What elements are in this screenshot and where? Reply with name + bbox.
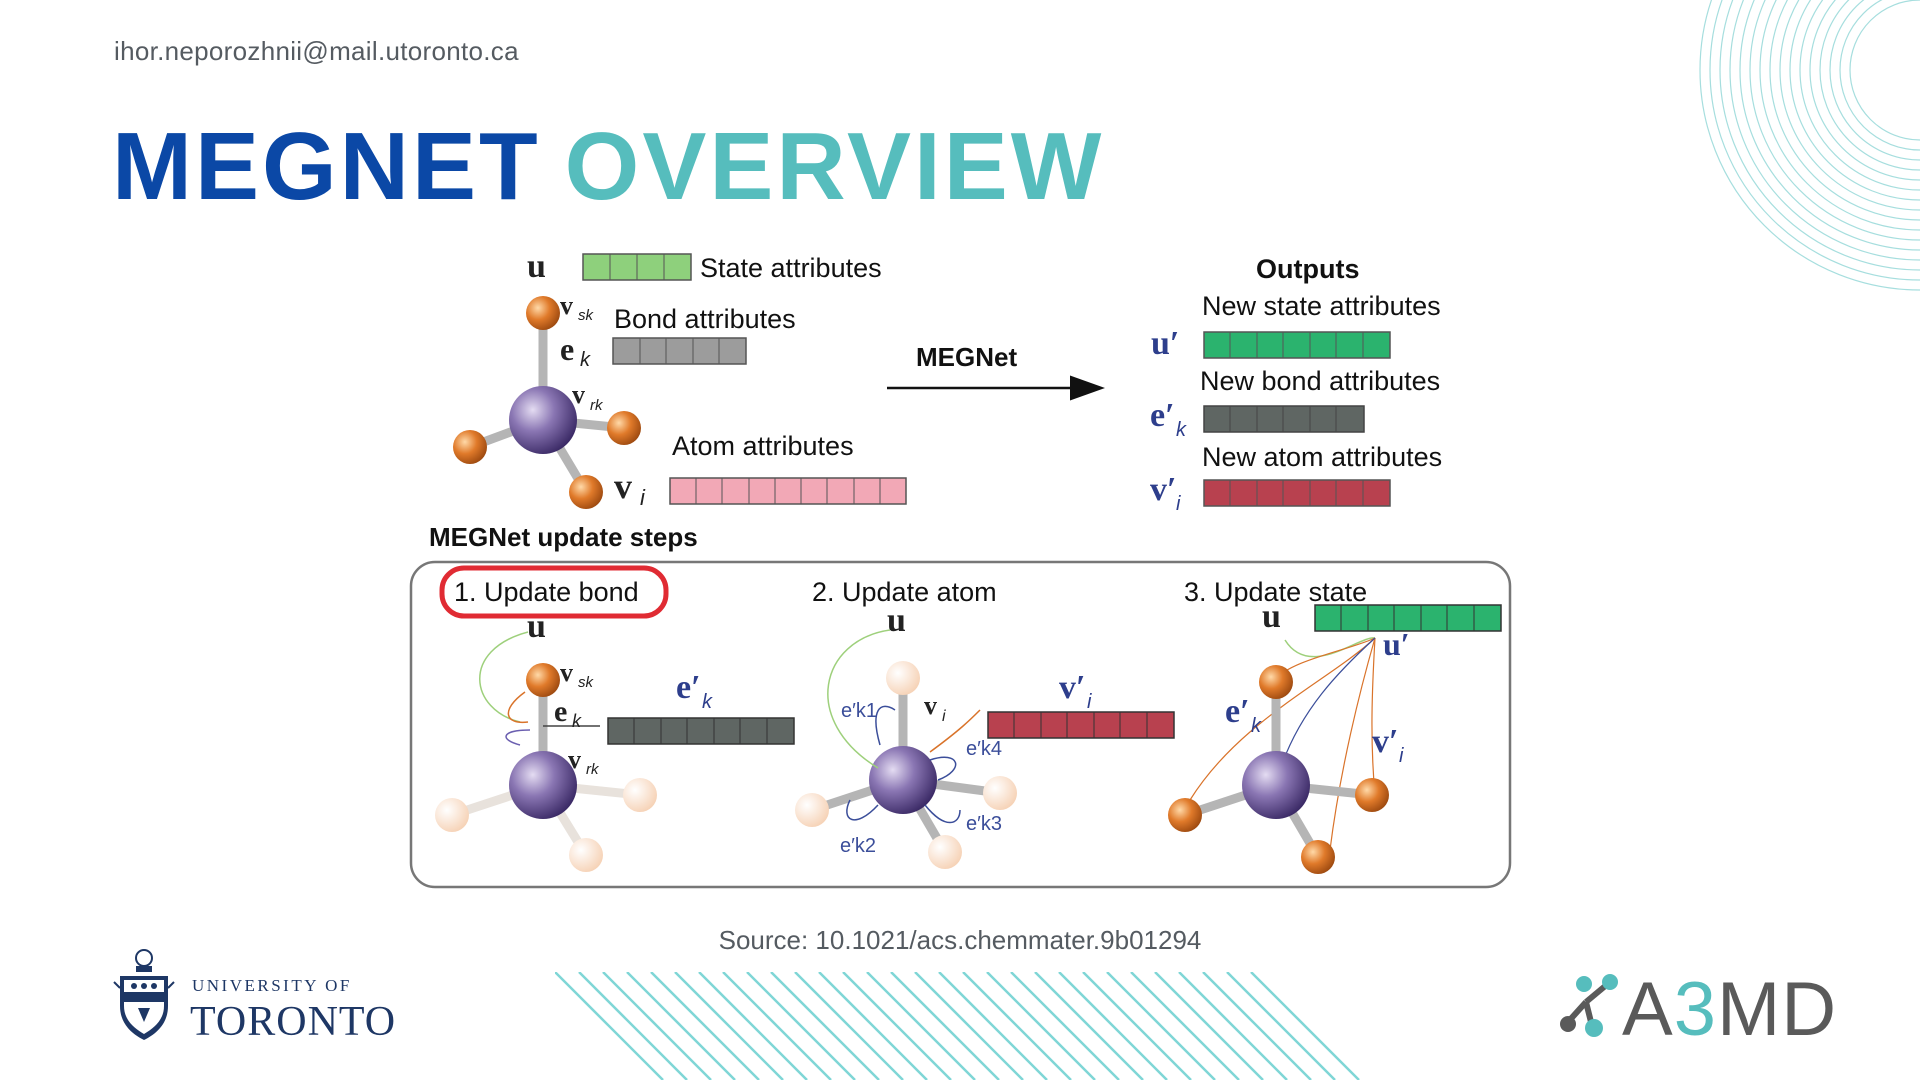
svg-text:i: i [942, 708, 946, 725]
svg-text:e′k3: e′k3 [966, 813, 1002, 835]
symbol-v-i-prime: v′ [1150, 471, 1177, 508]
svg-text:sk: sk [578, 307, 595, 324]
svg-text:u: u [527, 608, 546, 645]
svg-text:i: i [1176, 493, 1181, 515]
new-atom-attributes-vector [1203, 479, 1391, 507]
svg-text:u′: u′ [1383, 626, 1410, 662]
uoft-line2: TORONTO [190, 999, 397, 1045]
title-part-overview: OVERVIEW [564, 113, 1105, 220]
decorative-arcs [1699, 0, 1920, 291]
author-email: ihor.neporozhnii@mail.utoronto.ca [114, 36, 519, 66]
atom-attributes-vector [669, 477, 907, 505]
a3md-letters-md: MD [1716, 967, 1838, 1052]
central-atom [509, 386, 577, 454]
bond-attributes-vector [612, 337, 747, 365]
step2-molecule [795, 629, 1017, 869]
svg-text:e: e [554, 695, 567, 728]
svg-text:e′: e′ [1225, 693, 1250, 730]
svg-text:k: k [572, 711, 582, 731]
svg-text:v: v [568, 745, 581, 774]
a3md-logo: A3MD [1556, 967, 1836, 1052]
symbol-u-prime: u′ [1151, 325, 1179, 362]
new-state-attributes-label: New state attributes [1202, 291, 1441, 321]
decorative-stripes [555, 972, 1360, 1080]
a3md-wordmark: A3MD [1622, 966, 1837, 1053]
step2-output-vector [987, 711, 1175, 739]
input-molecule [453, 296, 641, 509]
step1-molecule [435, 631, 657, 872]
step1-output-vector [607, 717, 795, 745]
svg-text:v: v [924, 691, 937, 720]
new-atom-attributes-label: New atom attributes [1202, 442, 1442, 472]
svg-text:i: i [1399, 745, 1404, 767]
uoft-line1: UNIVERSITY OF [192, 976, 352, 995]
svg-text:rk: rk [590, 397, 604, 414]
uoft-crest-icon [113, 949, 175, 1040]
svg-text:u: u [887, 602, 906, 639]
svg-text:e′k4: e′k4 [966, 738, 1002, 760]
state-attributes-vector [582, 253, 692, 281]
update-steps-heading: MEGNet update steps [429, 522, 698, 552]
step3-output-vector [1314, 604, 1502, 632]
svg-text:k: k [1251, 715, 1262, 737]
svg-text:e′: e′ [676, 669, 701, 706]
symbol-v-rk: v [572, 380, 585, 409]
title-part-megnet: MEGNET [112, 113, 541, 220]
step3-molecule [1168, 637, 1389, 874]
svg-text:v′: v′ [1059, 669, 1086, 706]
new-bond-attributes-label: New bond attributes [1200, 366, 1440, 396]
svg-text:sk: sk [578, 674, 595, 691]
symbol-v-i: v [614, 466, 632, 506]
new-bond-attributes-vector [1203, 405, 1365, 433]
svg-text:k: k [702, 691, 713, 713]
source-citation: Source: 10.1021/acs.chemmater.9b01294 [718, 925, 1202, 955]
svg-text:e′k1: e′k1 [841, 700, 877, 722]
symbol-u: u [527, 248, 546, 285]
bond-attributes-label: Bond attributes [614, 304, 796, 334]
step1-label: 1. Update bond [454, 577, 639, 607]
a3md-digit-3: 3 [1673, 967, 1717, 1052]
slide-title: MEGNET OVERVIEW [112, 112, 1104, 222]
svg-text:k: k [580, 349, 591, 371]
step3-label: 3. Update state [1184, 577, 1367, 607]
megnet-arrow-label: MEGNet [916, 342, 1017, 372]
megnet-diagram: u State attributes v sk Bond attributes … [400, 240, 1530, 900]
update-steps-panel [409, 560, 1512, 889]
new-state-attributes-vector [1203, 331, 1391, 359]
svg-text:rk: rk [586, 761, 600, 778]
molecule-network-icon [1560, 974, 1618, 1037]
uoft-logo: UNIVERSITY OF TORONTO [112, 948, 402, 1048]
state-attributes-label: State attributes [700, 253, 882, 283]
svg-text:i: i [640, 485, 646, 510]
atom-attributes-label: Atom attributes [672, 431, 854, 461]
symbol-e-k: e [560, 331, 574, 367]
outputs-heading: Outputs [1256, 254, 1359, 284]
symbol-e-k-prime: e′ [1150, 397, 1175, 434]
svg-text:e′k2: e′k2 [840, 835, 876, 857]
step2-label: 2. Update atom [812, 577, 997, 607]
svg-text:v′: v′ [1372, 723, 1399, 760]
svg-text:v: v [560, 658, 573, 687]
svg-text:u: u [1262, 598, 1281, 635]
step1-highlight [439, 565, 669, 619]
a3md-letter-a: A [1622, 967, 1674, 1052]
svg-text:i: i [1087, 691, 1092, 713]
svg-text:k: k [1176, 419, 1187, 441]
symbol-v-sk: v [560, 291, 573, 320]
